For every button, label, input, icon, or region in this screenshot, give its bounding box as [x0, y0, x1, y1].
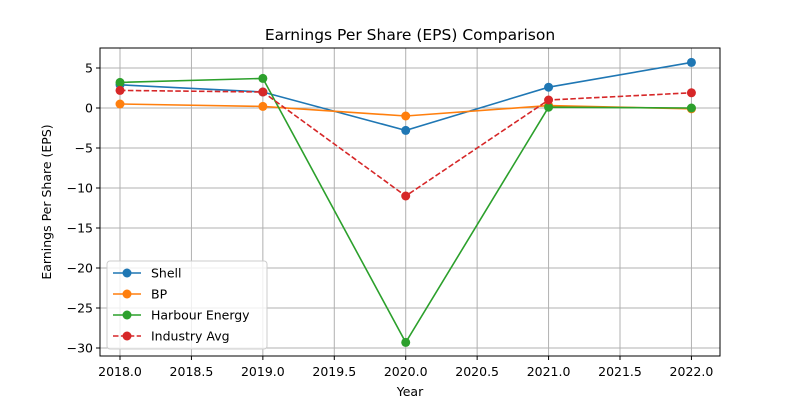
y-tick-label: −5 — [75, 141, 93, 156]
data-point-shell — [544, 82, 554, 92]
legend-marker-shell — [122, 268, 132, 278]
y-tick-label: −20 — [67, 261, 93, 276]
series-harbour-energy — [115, 73, 696, 347]
data-point-harbour-energy — [544, 102, 554, 112]
x-axis-label: Year — [396, 384, 424, 399]
plot-frame — [99, 47, 721, 357]
data-point-shell — [401, 125, 411, 135]
data-point-industry-avg — [401, 191, 411, 201]
data-point-industry-avg — [686, 88, 696, 98]
legend-label-bp: BP — [151, 287, 168, 302]
y-tick-label: −25 — [67, 301, 93, 316]
x-tick-label: 2022.0 — [670, 364, 714, 379]
legend-marker-bp — [122, 289, 132, 299]
x-tick-label: 2021.0 — [527, 364, 571, 379]
y-tick-label: −30 — [67, 341, 93, 356]
data-point-bp — [258, 101, 268, 111]
x-axis: 2018.0 2018.5 2019.0 2019.5 2020.0 2020.5 2021… — [98, 356, 713, 379]
data-point-harbour-energy — [258, 73, 268, 83]
legend-item-shell: Shell — [113, 266, 182, 281]
data-point-industry-avg — [544, 95, 554, 105]
x-tick-label: 2020.5 — [455, 364, 499, 379]
data-point-harbour-energy — [401, 337, 411, 347]
legend-box — [106, 260, 268, 350]
data-point-bp — [401, 111, 411, 121]
data-point-industry-avg — [115, 85, 125, 95]
series-layer — [115, 57, 696, 347]
legend-marker-industry-avg — [122, 331, 132, 341]
data-point-harbour-energy — [686, 103, 696, 113]
legend-label-industry-avg: Industry Avg — [151, 329, 230, 344]
data-point-industry-avg — [258, 87, 268, 97]
data-point-shell — [686, 57, 696, 67]
y-tick-label: 0 — [85, 101, 93, 116]
x-tick-label: 2018.5 — [170, 364, 214, 379]
x-tick-label: 2021.5 — [598, 364, 642, 379]
data-point-harbour-energy — [115, 77, 125, 87]
x-tick-label: 2020.0 — [384, 364, 428, 379]
x-tick-label: 2018.0 — [98, 364, 142, 379]
y-tick-label: −15 — [67, 221, 93, 236]
series-industry-avg — [115, 85, 696, 201]
y-axis-label: Earnings Per Share (EPS) — [39, 124, 54, 279]
y-tick-label: 5 — [85, 61, 93, 76]
legend-item-industry-avg: Industry Avg — [113, 329, 230, 344]
legend-marker-harbour-energy — [122, 310, 132, 320]
legend-label-shell: Shell — [151, 266, 182, 281]
legend-item-bp: BP — [113, 287, 168, 302]
y-axis: 5 0 −5 −10 −15 −20 −25 −30 — [67, 61, 100, 356]
data-point-bp — [115, 99, 125, 109]
chart-title: Earnings Per Share (EPS) Comparison — [265, 26, 555, 44]
x-tick-label: 2019.5 — [312, 364, 356, 379]
y-tick-label: −10 — [67, 181, 93, 196]
legend-item-harbour-energy: Harbour Energy — [113, 308, 250, 323]
x-tick-label: 2019.0 — [241, 364, 285, 379]
legend: Shell BP Harbour Energy Industry Avg — [106, 260, 268, 350]
legend-label-harbour-energy: Harbour Energy — [151, 308, 250, 323]
